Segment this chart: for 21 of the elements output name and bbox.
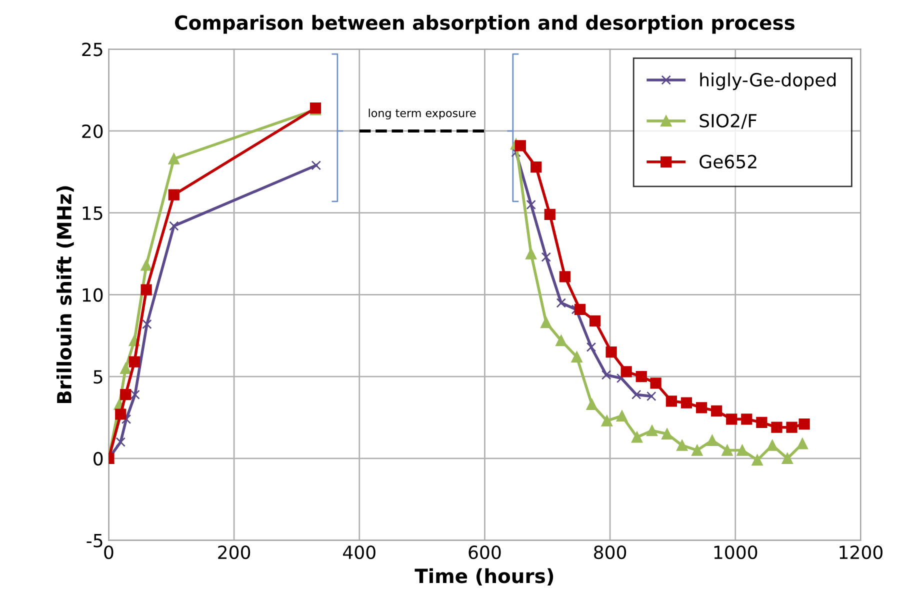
- x-tick-label: 800: [594, 546, 626, 560]
- y-tick-label: 10: [82, 288, 103, 302]
- x-tick-label: 1200: [840, 546, 882, 560]
- x-tick-label: 200: [218, 546, 250, 560]
- y-axis-title: Brillouin shift (MHz): [56, 186, 74, 404]
- legend-label: Ge652: [700, 154, 756, 168]
- x-axis-title: Time (hours): [414, 568, 554, 586]
- legend-label: higly-Ge-doped: [700, 72, 836, 90]
- y-tick-label: 20: [82, 124, 103, 138]
- x-tick-label: 600: [468, 546, 501, 560]
- y-tick-label: 0: [94, 452, 103, 466]
- y-tick-label: 15: [82, 206, 102, 220]
- y-tick-label: 25: [82, 42, 102, 56]
- y-tick-label: -5: [86, 534, 102, 548]
- x-tick-label: 1000: [714, 546, 758, 560]
- y-tick-label: 5: [94, 370, 102, 384]
- x-tick-label: 0: [104, 546, 114, 560]
- legend-label: SIO2/F: [700, 114, 756, 129]
- x-tick-label: 400: [343, 546, 376, 560]
- annotation: long term exposure: [368, 108, 476, 120]
- chart-title: Comparison between absorption and desorption process: [175, 14, 794, 34]
